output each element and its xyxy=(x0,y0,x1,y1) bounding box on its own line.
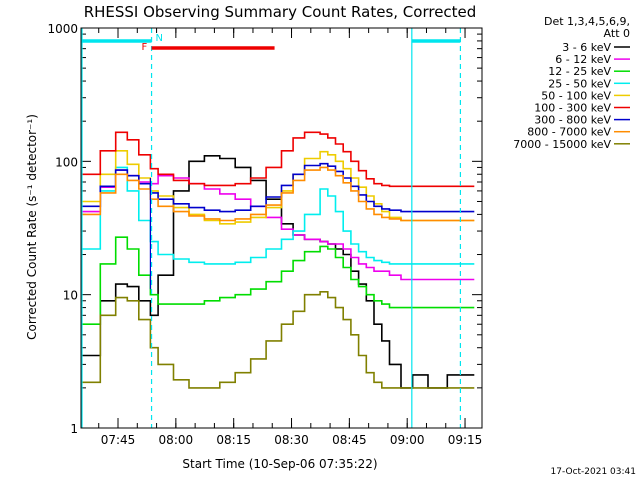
x-tick-label: 08:30 xyxy=(274,433,309,447)
y-axis-label: Corrected Count Rate (s⁻¹ detector⁻¹) xyxy=(25,114,39,340)
x-axis-label: Start Time (10-Sep-06 07:35:22) xyxy=(182,457,377,471)
plot-frame xyxy=(80,27,483,429)
x-tick-label: 08:45 xyxy=(332,433,367,447)
legend-entry-label: 800 - 7000 keV xyxy=(527,126,611,139)
x-tick-label: 09:15 xyxy=(448,433,483,447)
series-line-5 xyxy=(81,150,475,225)
series-line-9 xyxy=(81,291,475,389)
series-line-8 xyxy=(81,166,475,222)
legend-entry-label: 25 - 50 keV xyxy=(548,77,611,90)
series-group xyxy=(81,131,475,389)
chart-title: RHESSI Observing Summary Count Rates, Co… xyxy=(84,3,477,21)
legend-header-line-1: Det 1,3,4,5,6,9, xyxy=(544,15,630,28)
x-tick-label: 08:15 xyxy=(216,433,251,447)
plot-area: 07:45 08:00 08:15 08:30 08:45 09:00 09:15 1 10 10… xyxy=(47,22,483,447)
y-tick-label: 1000 xyxy=(47,22,78,36)
legend-entry-label: 100 - 300 keV xyxy=(534,102,611,115)
legend-entry-label: 300 - 800 keV xyxy=(534,114,611,127)
x-tick-label: 07:45 xyxy=(101,433,136,447)
series-line-3 xyxy=(81,236,475,325)
legend-header-line-2: Att 0 xyxy=(604,27,630,40)
y-tick-label: 10 xyxy=(63,289,78,303)
axis-ticks: 07:45 08:00 08:15 08:30 08:45 09:00 09:15 1 10 10… xyxy=(47,22,482,447)
y-tick-label: 1 xyxy=(70,422,78,436)
observing-bar-label: F xyxy=(142,42,148,53)
legend-entry-label: 7000 - 15000 keV xyxy=(513,138,611,151)
observing-markers: NF xyxy=(81,28,462,428)
x-tick-label: 09:00 xyxy=(390,433,425,447)
legend-entry-label: 50 - 100 keV xyxy=(541,89,611,102)
series-line-6 xyxy=(81,131,475,188)
legend-entry-label: 3 - 6 keV xyxy=(562,41,611,54)
footer-timestamp: 17-Oct-2021 03:41 xyxy=(551,467,636,477)
y-tick-label: 100 xyxy=(55,155,78,169)
legend-entry-label: 12 - 25 keV xyxy=(548,65,611,78)
x-tick-label: 08:00 xyxy=(159,433,194,447)
legend-entry-label: 6 - 12 keV xyxy=(555,53,611,66)
observing-bar-label: N xyxy=(156,33,163,44)
series-line-1 xyxy=(81,155,475,389)
